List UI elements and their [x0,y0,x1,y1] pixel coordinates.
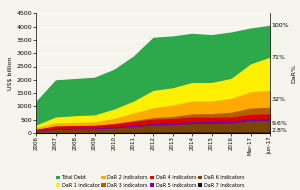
Y-axis label: US$ billion: US$ billion [8,57,14,90]
Legend: Total Debt, DaR 1 indicator, DaR 2 indicators, DaR 3 indicators, DaR 4 indicator: Total Debt, DaR 1 indicator, DaR 2 indic… [56,175,244,188]
Y-axis label: DaR%: DaR% [292,64,297,83]
